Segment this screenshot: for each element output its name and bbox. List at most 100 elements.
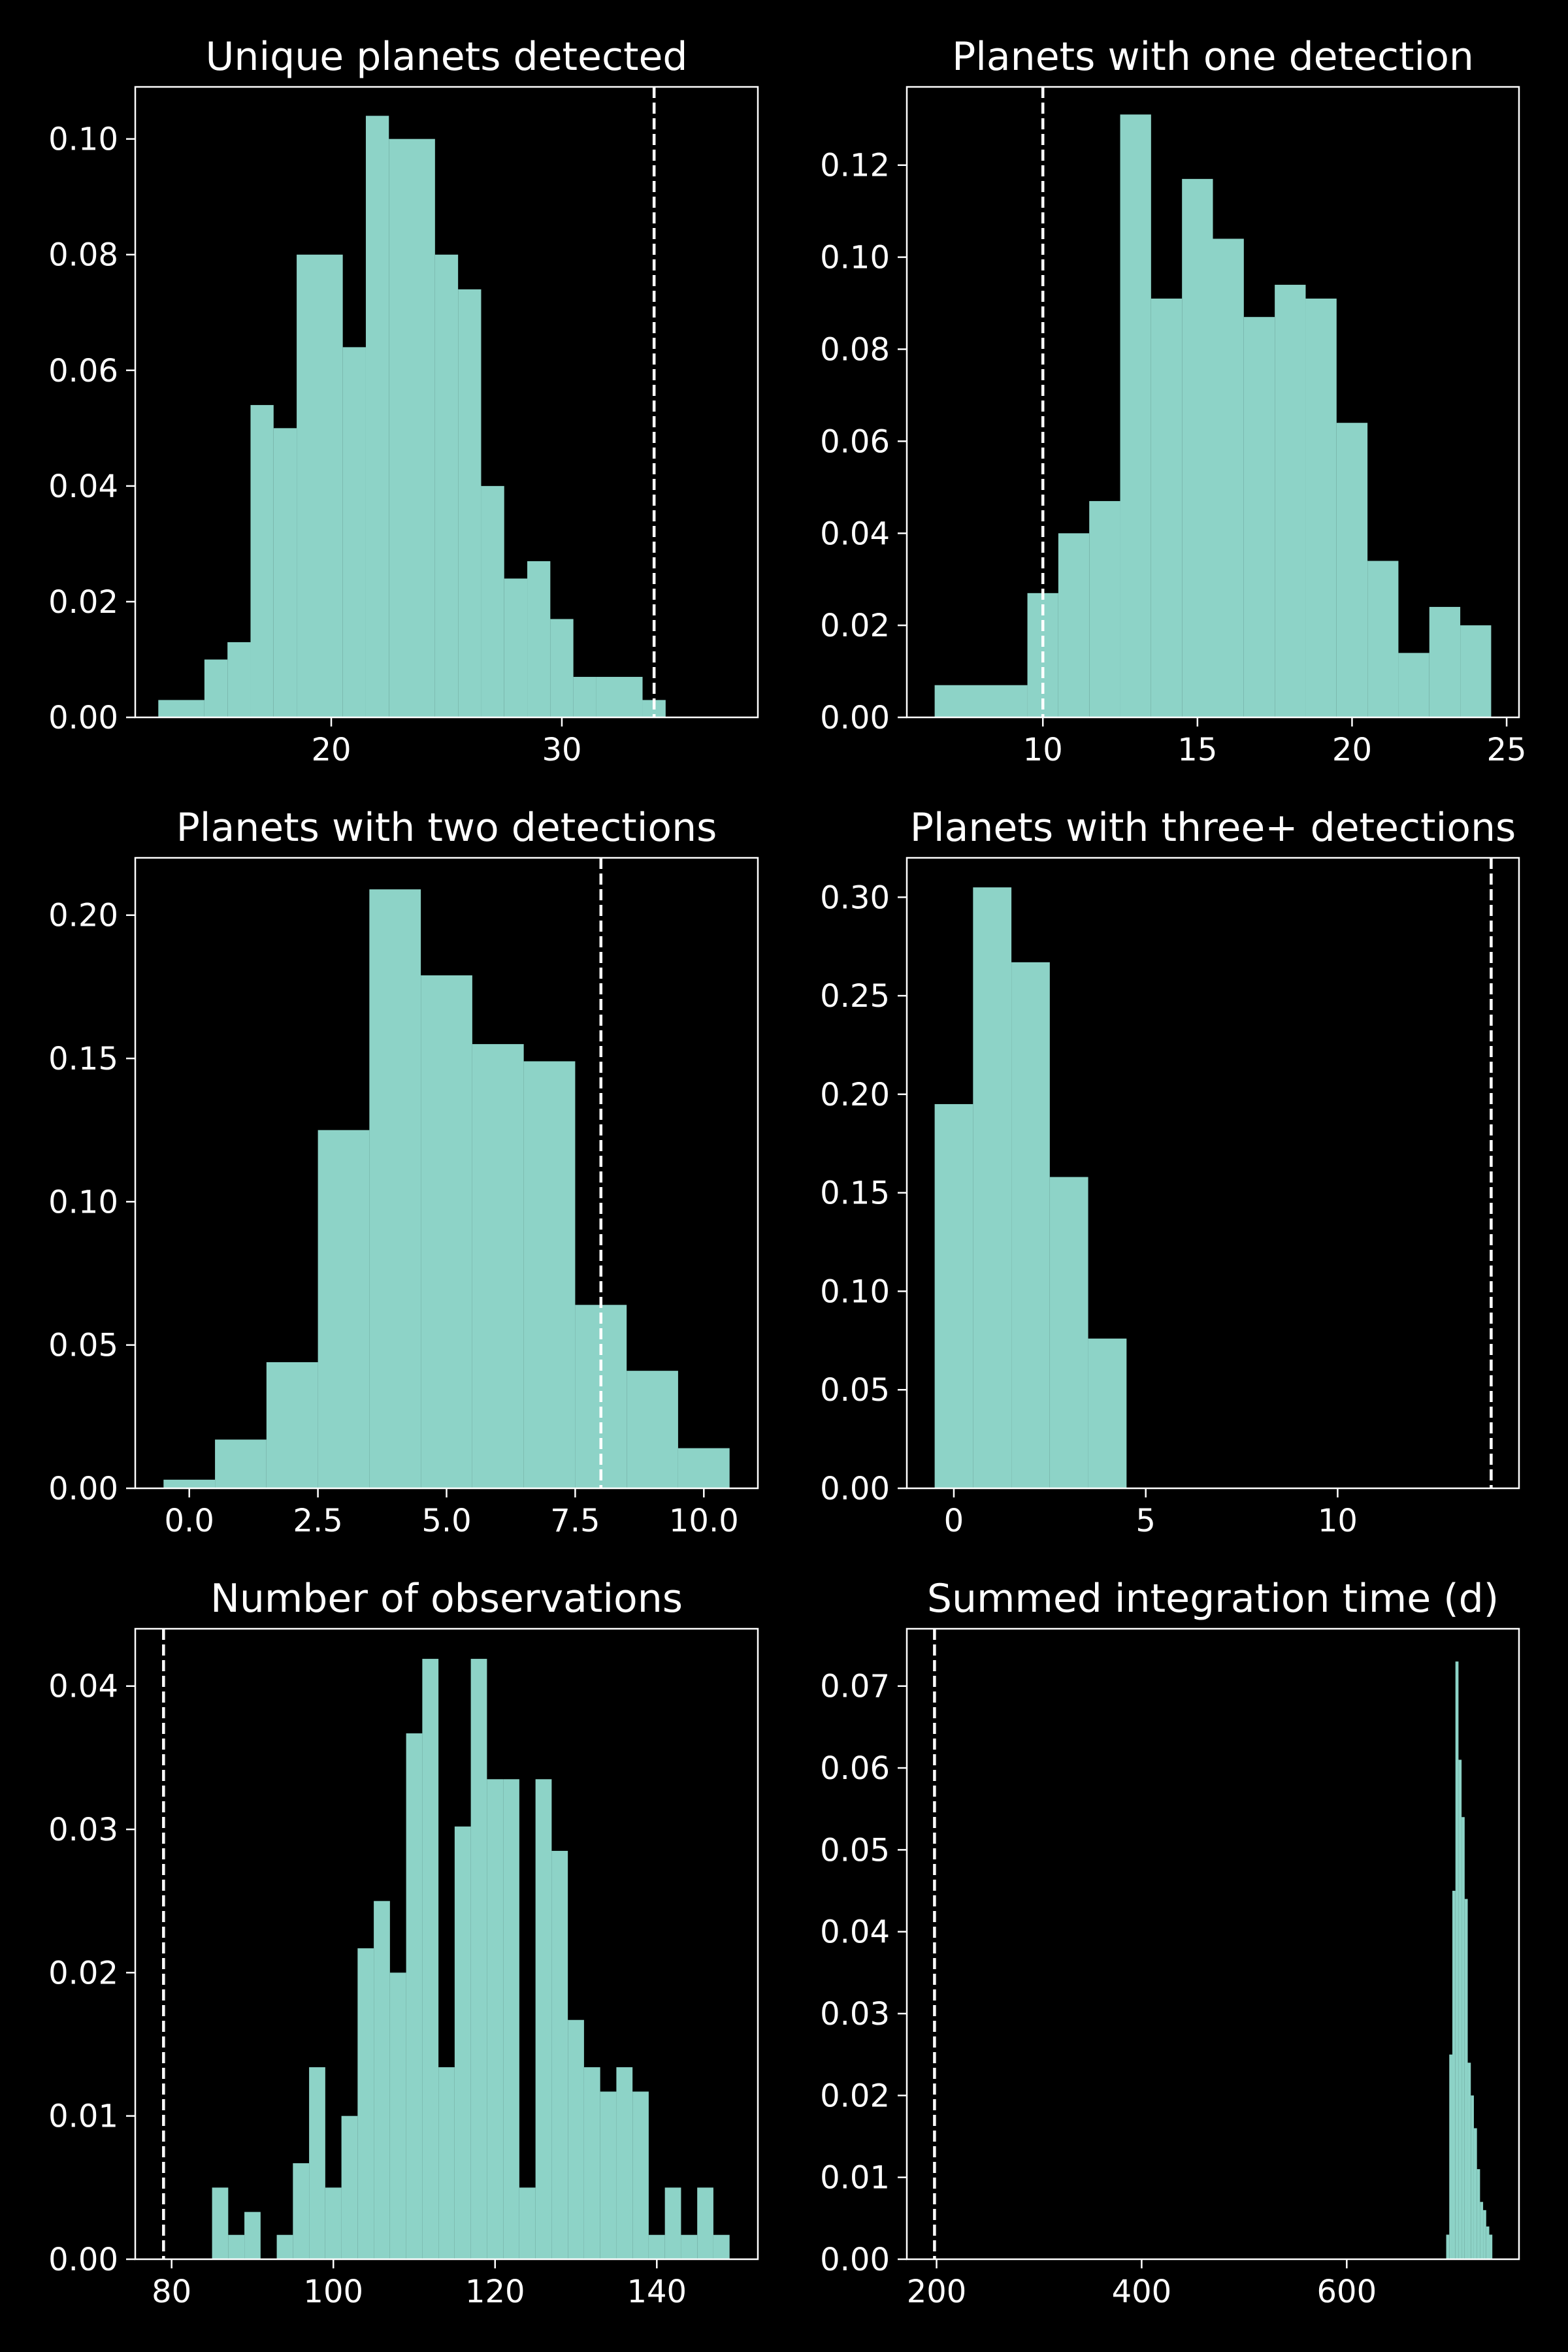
histogram-bar bbox=[697, 2187, 713, 2259]
histogram-bar bbox=[458, 289, 482, 717]
histogram-bar bbox=[523, 1061, 576, 1488]
histogram-bar bbox=[1088, 1338, 1127, 1488]
histogram-bar bbox=[1462, 1817, 1465, 2259]
y-tick-label: 0.05 bbox=[820, 1372, 890, 1409]
histogram-bar bbox=[342, 347, 366, 717]
histogram-bar bbox=[1120, 114, 1151, 717]
histogram-bar bbox=[934, 685, 1028, 717]
histogram-bar bbox=[1336, 423, 1368, 717]
axes-frame bbox=[134, 1627, 759, 2261]
histogram-bar bbox=[1473, 2128, 1477, 2259]
histogram-bar bbox=[1275, 284, 1306, 717]
histogram-bar bbox=[1398, 653, 1429, 717]
y-tick-label: 0.10 bbox=[820, 240, 890, 276]
y-tick-label: 0.01 bbox=[820, 2160, 890, 2197]
histogram-bar bbox=[389, 1972, 406, 2259]
y-tick-label: 0.00 bbox=[48, 700, 118, 736]
histogram-bar bbox=[1367, 561, 1399, 717]
chart-title: Summed integration time (d) bbox=[927, 1576, 1499, 1622]
histogram-bar bbox=[1489, 2234, 1493, 2259]
histogram-bar bbox=[503, 1779, 519, 2259]
y-tick-label: 0.05 bbox=[820, 1832, 890, 1869]
histogram-bar bbox=[406, 1733, 423, 2259]
y-tick-label: 0.04 bbox=[820, 515, 890, 552]
histogram-bar bbox=[1243, 317, 1275, 717]
y-tick-label: 0.20 bbox=[48, 898, 118, 934]
histogram-bar bbox=[1458, 1759, 1462, 2259]
histogram-bar bbox=[1305, 299, 1337, 717]
histogram-bar bbox=[934, 1103, 973, 1488]
y-tick-label: 0.07 bbox=[820, 1669, 890, 1705]
histogram-bar bbox=[713, 2234, 730, 2259]
histogram-bar bbox=[1049, 1177, 1088, 1488]
axes-frame bbox=[906, 857, 1520, 1490]
histogram-bar bbox=[1182, 178, 1213, 717]
histogram-bar bbox=[325, 2187, 342, 2259]
histogram-bar bbox=[678, 1448, 730, 1488]
x-tick-label: 10 bbox=[1023, 732, 1063, 768]
histogram-bar bbox=[664, 2187, 681, 2259]
x-tick-label: 600 bbox=[1317, 2274, 1377, 2310]
y-tick-label: 0.04 bbox=[48, 1669, 118, 1705]
axes-frame bbox=[134, 86, 759, 719]
x-tick-label: 25 bbox=[1487, 732, 1527, 768]
y-tick-label: 0.25 bbox=[820, 978, 890, 1015]
histogram-bar bbox=[1058, 533, 1090, 717]
x-tick-label: 5 bbox=[1135, 1503, 1156, 1539]
y-tick-label: 0.08 bbox=[820, 332, 890, 368]
chart-panel-6: 200 400 600 0.00 0.01 0.02 0.03 0.04 0.05 0.06 0.0… bbox=[820, 1576, 1520, 2310]
y-tick-label: 0.02 bbox=[48, 584, 118, 621]
chart-title: Planets with three+ detections bbox=[910, 805, 1516, 851]
histogram-bar bbox=[551, 1850, 568, 2259]
histogram-bar bbox=[1446, 2234, 1450, 2259]
histogram-bar bbox=[1460, 625, 1492, 717]
y-tick-label: 0.04 bbox=[820, 1914, 890, 1951]
histogram-bar bbox=[632, 2091, 649, 2259]
x-tick-label: 5.0 bbox=[421, 1503, 471, 1539]
histogram-bar bbox=[1449, 2054, 1452, 2259]
histogram-bars bbox=[1446, 1661, 1493, 2259]
histogram-bar bbox=[204, 659, 228, 717]
x-tick-label: 200 bbox=[907, 2274, 967, 2310]
histogram-bar bbox=[681, 2234, 698, 2259]
histogram-bar bbox=[470, 1659, 487, 2259]
histogram-bar bbox=[568, 2019, 584, 2259]
x-tick-label: 20 bbox=[311, 732, 351, 768]
histogram-bar bbox=[481, 485, 504, 717]
histogram-bar bbox=[341, 2115, 358, 2259]
y-tick-label: 0.10 bbox=[48, 1184, 118, 1220]
y-tick-label: 0.00 bbox=[48, 2242, 118, 2278]
histogram-bar bbox=[163, 1479, 216, 1488]
histogram-bars bbox=[163, 889, 730, 1488]
histogram-bar bbox=[438, 2067, 455, 2259]
x-tick-label: 80 bbox=[152, 2274, 191, 2310]
y-tick-label: 0.02 bbox=[48, 1955, 118, 1991]
chart-title: Planets with one detection bbox=[952, 34, 1474, 80]
histogram-bar bbox=[973, 887, 1012, 1488]
histogram-bar bbox=[421, 975, 472, 1488]
y-tick-label: 0.04 bbox=[48, 468, 118, 505]
histogram-bar bbox=[276, 2234, 293, 2259]
histogram-bar bbox=[434, 254, 459, 717]
x-tick-label: 140 bbox=[627, 2274, 687, 2310]
histogram-bar bbox=[472, 1044, 524, 1488]
histogram-bar bbox=[504, 578, 528, 717]
histogram-bar bbox=[1455, 1661, 1459, 2259]
histogram-bar bbox=[422, 1659, 439, 2259]
y-tick-label: 0.06 bbox=[820, 423, 890, 460]
chart-panel-3: 0.0 2.5 5.0 7.5 10.0 0.00 0.05 0.10 0.15 0.20 Plan… bbox=[48, 805, 759, 1539]
histogram-bars bbox=[212, 1659, 730, 2260]
histogram-bar bbox=[527, 561, 551, 717]
y-tick-label: 0.01 bbox=[48, 2099, 118, 2135]
histogram-bar bbox=[648, 2234, 665, 2259]
y-tick-label: 0.00 bbox=[48, 1471, 118, 1507]
x-tick-label: 400 bbox=[1112, 2274, 1172, 2310]
histogram-bar bbox=[293, 2163, 310, 2259]
axes-frame bbox=[906, 86, 1520, 719]
histogram-bar bbox=[1429, 606, 1461, 717]
chart-panel-4: 0 5 10 0.00 0.05 0.10 0.15 0.20 0.25 0.30 Planets … bbox=[820, 805, 1520, 1539]
x-tick-label: 10 bbox=[1318, 1503, 1358, 1539]
y-tick-label: 0.12 bbox=[820, 148, 890, 184]
histogram-bar bbox=[227, 642, 251, 717]
